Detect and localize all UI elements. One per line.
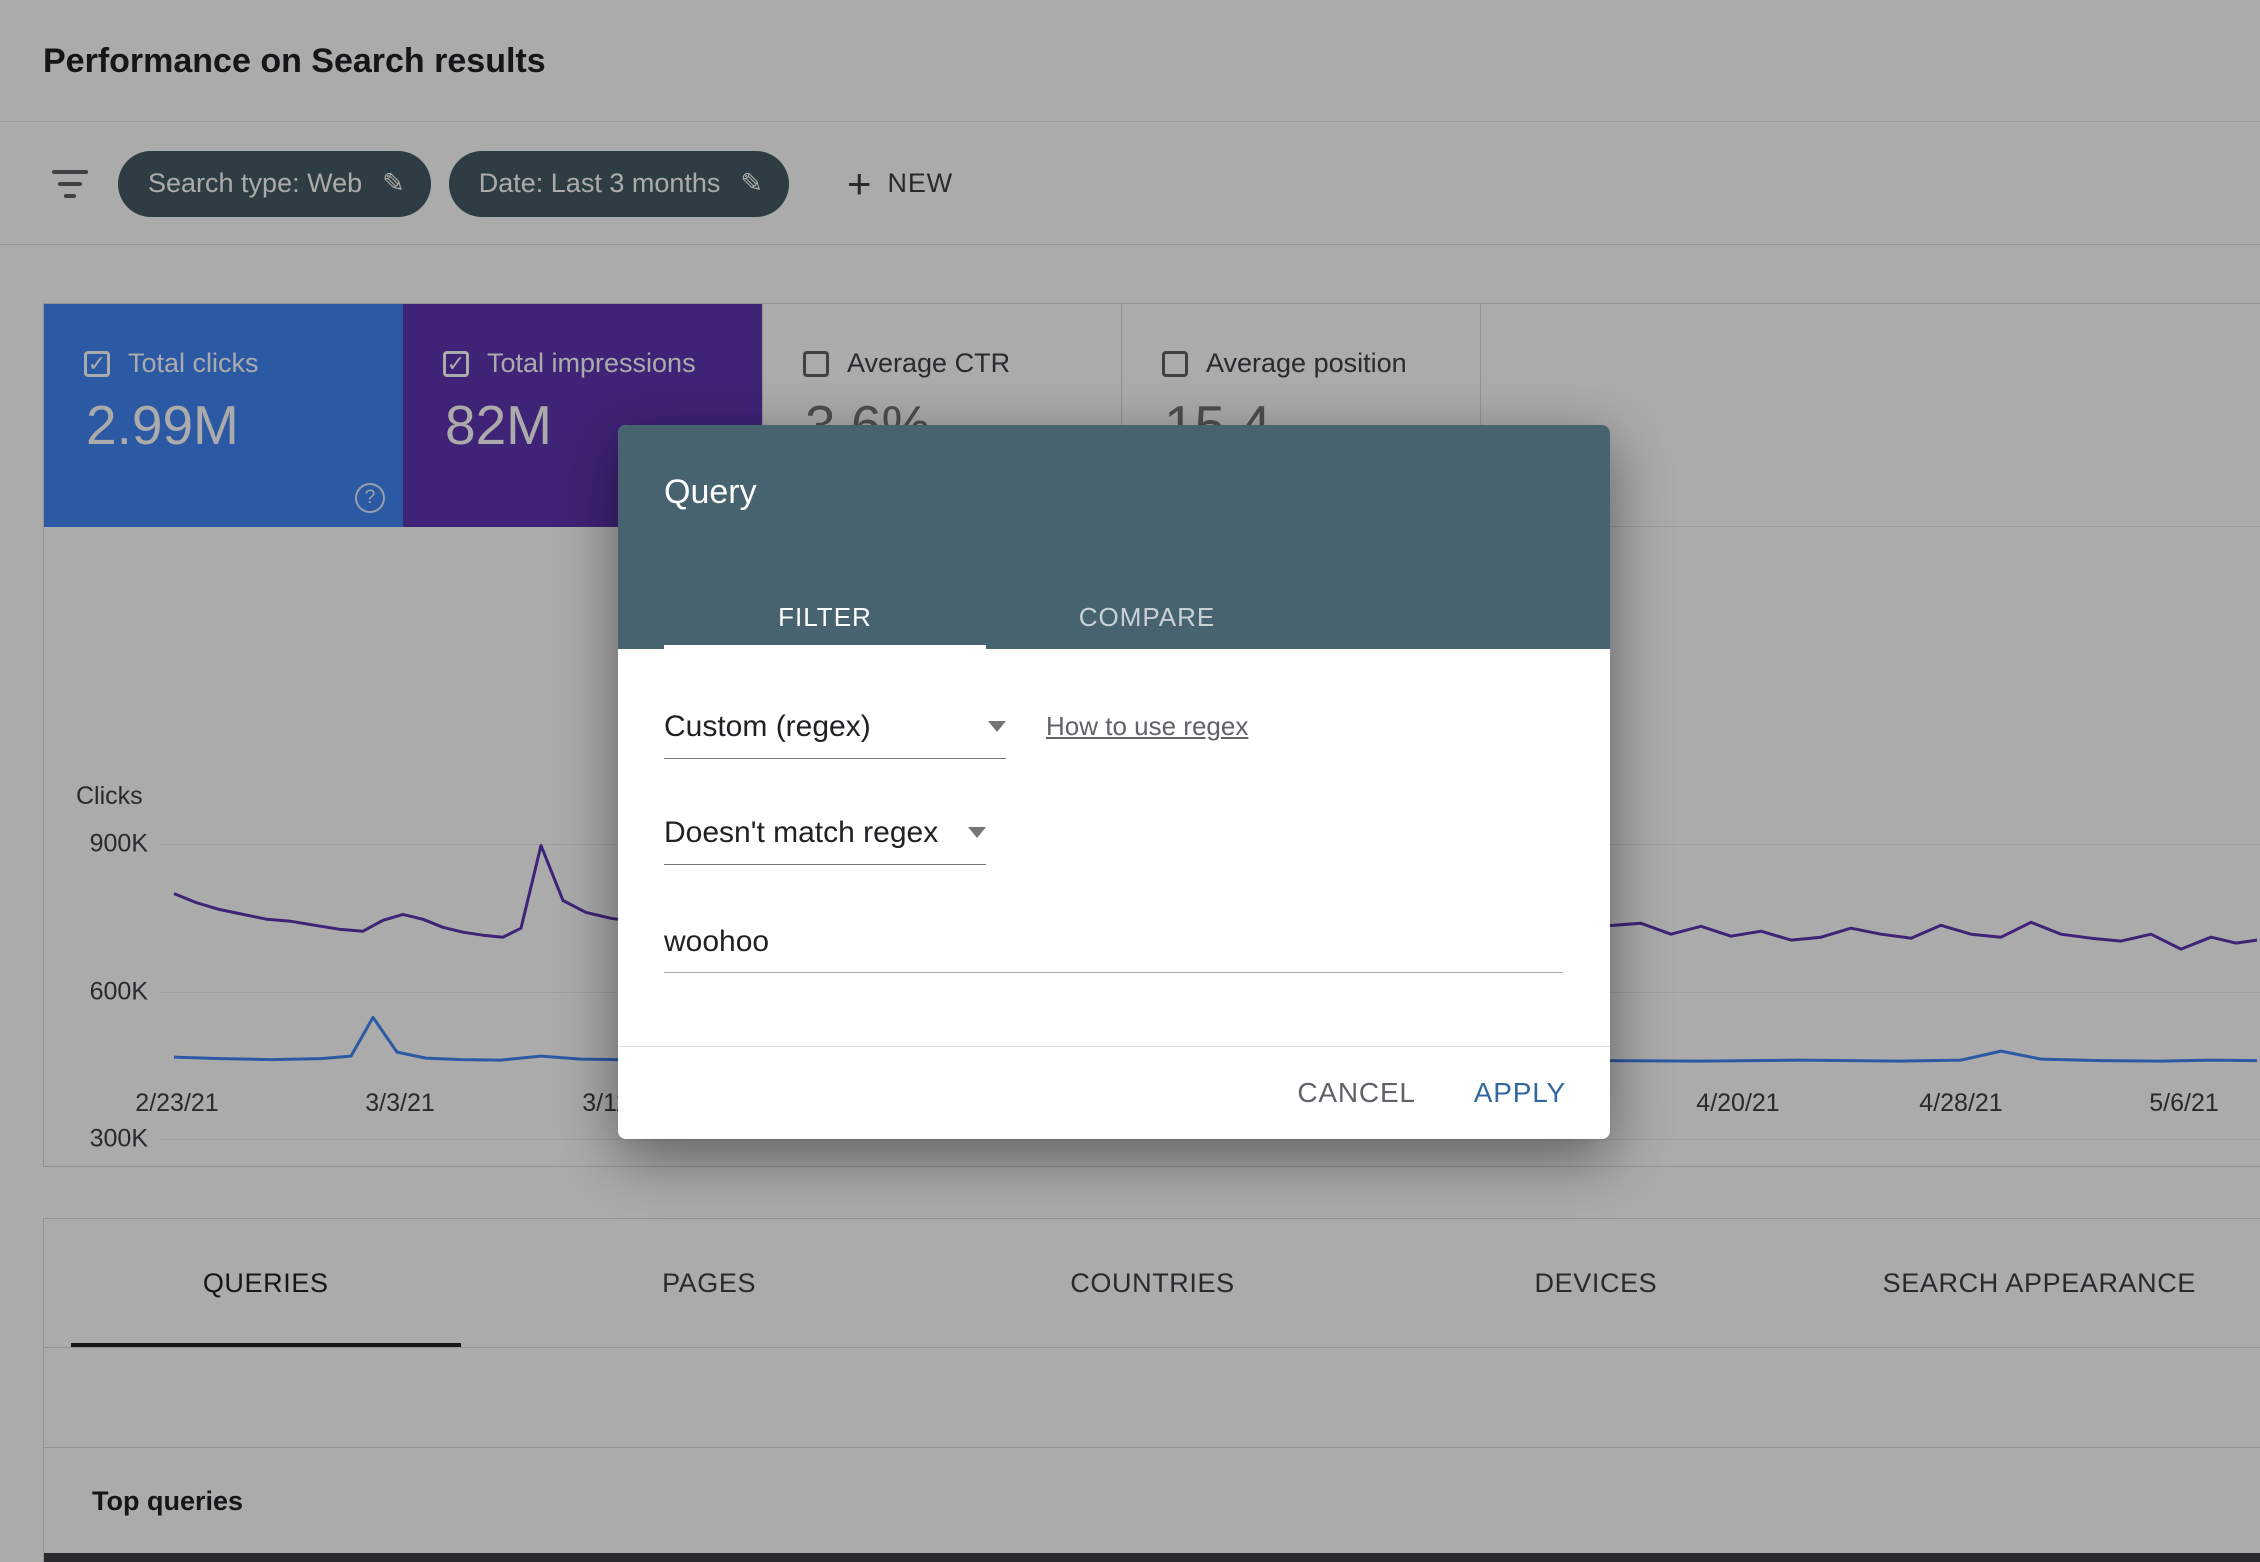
- regex-value-input[interactable]: [664, 911, 1563, 973]
- edit-pencil-icon: ✎: [740, 168, 764, 198]
- dimensions-table-card: QUERIES PAGES COUNTRIES DEVICES SEARCH A…: [43, 1218, 2260, 1562]
- search-type-chip[interactable]: Search type: Web ✎: [118, 150, 431, 217]
- filter-operator-dropdown[interactable]: Doesn't match regex: [664, 801, 986, 865]
- new-filter-label: NEW: [887, 168, 953, 198]
- query-filter-dialog: Query FILTER COMPARE Custom (regex) How …: [618, 425, 1610, 1139]
- x-axis-label: 4/28/21: [1919, 1089, 2003, 1117]
- x-axis-label: 2/23/21: [135, 1089, 219, 1117]
- y-axis-label: 600K: [89, 977, 148, 1006]
- dialog-header: Query FILTER COMPARE: [618, 425, 1610, 649]
- date-range-chip-label: Date: Last 3 months: [478, 168, 721, 198]
- search-type-chip-label: Search type: Web: [148, 168, 363, 198]
- date-range-chip[interactable]: Date: Last 3 months ✎: [448, 150, 790, 217]
- tab-devices[interactable]: DEVICES: [1534, 1267, 1658, 1298]
- metric-label: Total clicks: [128, 348, 259, 378]
- tab-countries[interactable]: COUNTRIES: [1070, 1267, 1235, 1298]
- dialog-footer: CANCEL APPLY: [618, 1046, 1610, 1139]
- tab-search-appearance[interactable]: SEARCH APPEARANCE: [1882, 1267, 2196, 1298]
- checkbox-checked-icon: ✓: [443, 350, 469, 377]
- tab-pages[interactable]: PAGES: [662, 1267, 757, 1298]
- help-icon[interactable]: ?: [355, 483, 385, 513]
- filter-operator-value: Doesn't match regex: [664, 815, 939, 849]
- metric-card-total-clicks[interactable]: ✓ Total clicks 2.99M ?: [44, 304, 403, 527]
- metric-value: 82M: [445, 394, 552, 456]
- checkbox-checked-icon: ✓: [84, 350, 110, 377]
- metric-label: Average position: [1206, 348, 1407, 378]
- filter-list-icon[interactable]: [50, 169, 90, 198]
- y-axis-title: Clicks: [76, 782, 143, 810]
- page-title: Performance on Search results: [43, 42, 546, 80]
- x-axis-label: 5/6/21: [2149, 1089, 2219, 1117]
- table-divider: [44, 1447, 2260, 1448]
- metric-label: Total impressions: [487, 348, 696, 378]
- tab-compare[interactable]: COMPARE: [1078, 601, 1216, 632]
- metric-value: 2.99M: [86, 394, 239, 456]
- apply-button[interactable]: APPLY: [1473, 1077, 1566, 1108]
- dropdown-arrow-icon: [988, 721, 1006, 732]
- filter-field-value: Custom (regex): [664, 709, 871, 743]
- metric-label: Average CTR: [847, 348, 1011, 378]
- x-axis-label: 4/20/21: [1696, 1089, 1780, 1117]
- tab-filter[interactable]: FILTER: [664, 585, 986, 649]
- dialog-tabs: FILTER COMPARE: [664, 585, 1308, 649]
- y-axis-label: 900K: [89, 829, 148, 858]
- plus-icon: +: [847, 159, 872, 207]
- y-axis-label: 300K: [89, 1124, 148, 1153]
- dialog-title: Query: [664, 473, 757, 511]
- new-filter-button[interactable]: + NEW: [847, 159, 953, 207]
- edit-pencil-icon: ✎: [382, 168, 405, 198]
- cancel-button[interactable]: CANCEL: [1297, 1077, 1416, 1108]
- regex-help-link[interactable]: How to use regex: [1046, 711, 1249, 741]
- cropped-table-row: [44, 1553, 2260, 1562]
- checkbox-unchecked-icon: [803, 350, 829, 377]
- dropdown-arrow-icon: [968, 827, 986, 838]
- checkbox-unchecked-icon: [1162, 350, 1188, 377]
- x-axis-label: 3/3/21: [365, 1089, 435, 1117]
- page-header: Performance on Search results: [0, 0, 2260, 122]
- tab-queries[interactable]: QUERIES: [44, 1219, 487, 1347]
- dialog-body: Custom (regex) How to use regex Doesn't …: [618, 649, 1610, 1046]
- table-column-header: Top queries: [92, 1485, 244, 1516]
- dimension-tabs: QUERIES PAGES COUNTRIES DEVICES SEARCH A…: [44, 1219, 2260, 1348]
- filter-bar: Search type: Web ✎ Date: Last 3 months ✎…: [0, 123, 2260, 245]
- metric-row-filler: [1480, 304, 2260, 526]
- filter-field-dropdown[interactable]: Custom (regex): [664, 695, 1006, 759]
